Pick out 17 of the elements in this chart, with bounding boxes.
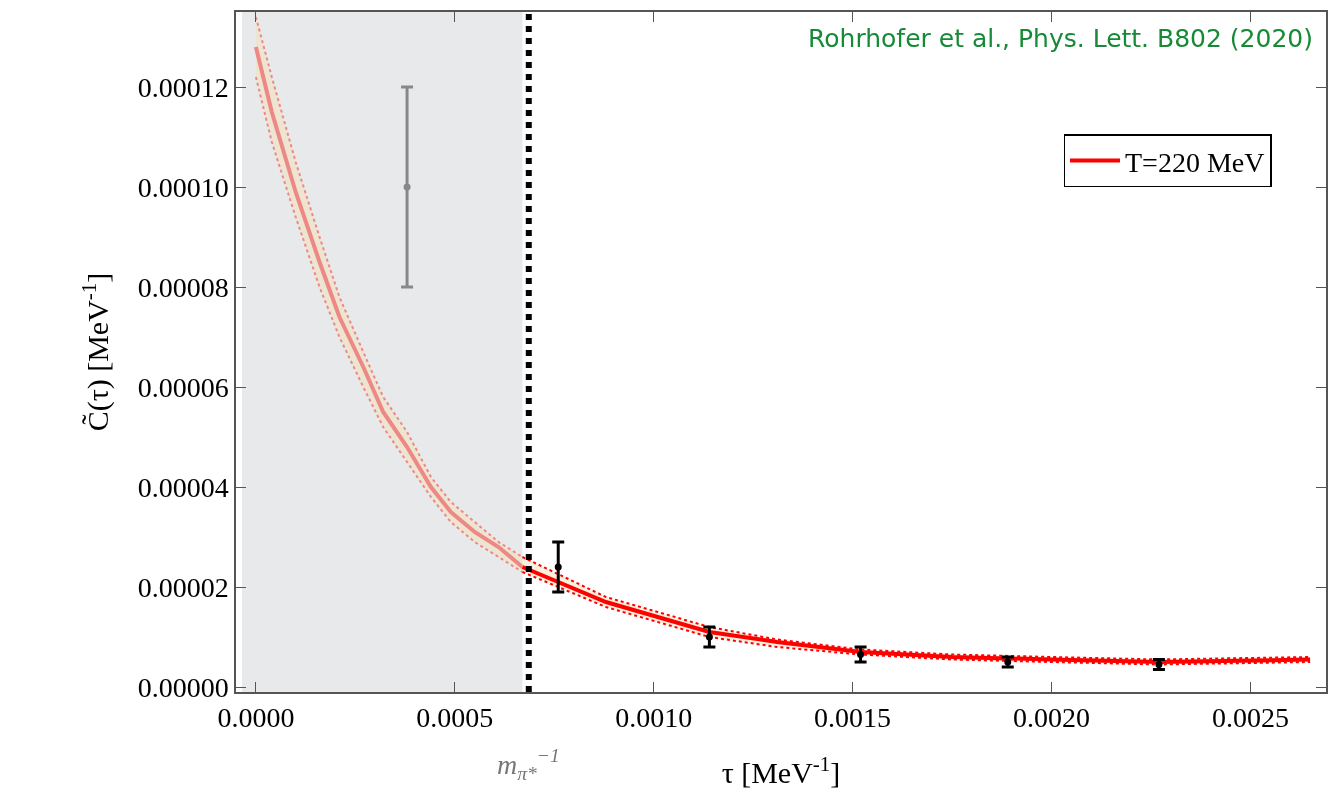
x-tick-label: 0.0000	[217, 702, 295, 734]
x-axis-title: τ [MeV$^{-1}$]	[721, 751, 841, 790]
legend-label: T=220 MeV	[1125, 146, 1265, 178]
annotation: Rohrhofer et al., Phys. Lett. B802 (2020)	[808, 24, 1313, 53]
y-tick-label: 0.00008	[137, 271, 229, 303]
y-tick-label: 0.00000	[137, 671, 229, 703]
x-tick-label: 0.0005	[416, 702, 494, 734]
y-tick-label: 0.00010	[137, 171, 229, 203]
y-tick-label: 0.00006	[137, 371, 229, 403]
x-tick-label: 0.0020	[1013, 702, 1091, 734]
x-tick-label: 0.0010	[615, 702, 693, 734]
y-tick-label: 0.00002	[137, 571, 229, 603]
x-tick-label: 0.0025	[1211, 702, 1289, 734]
x-tick-label: 0.0015	[814, 702, 892, 734]
point	[403, 183, 411, 191]
y-tick-label: 0.00004	[137, 471, 229, 503]
y-tick-label: 0.00012	[137, 71, 229, 103]
